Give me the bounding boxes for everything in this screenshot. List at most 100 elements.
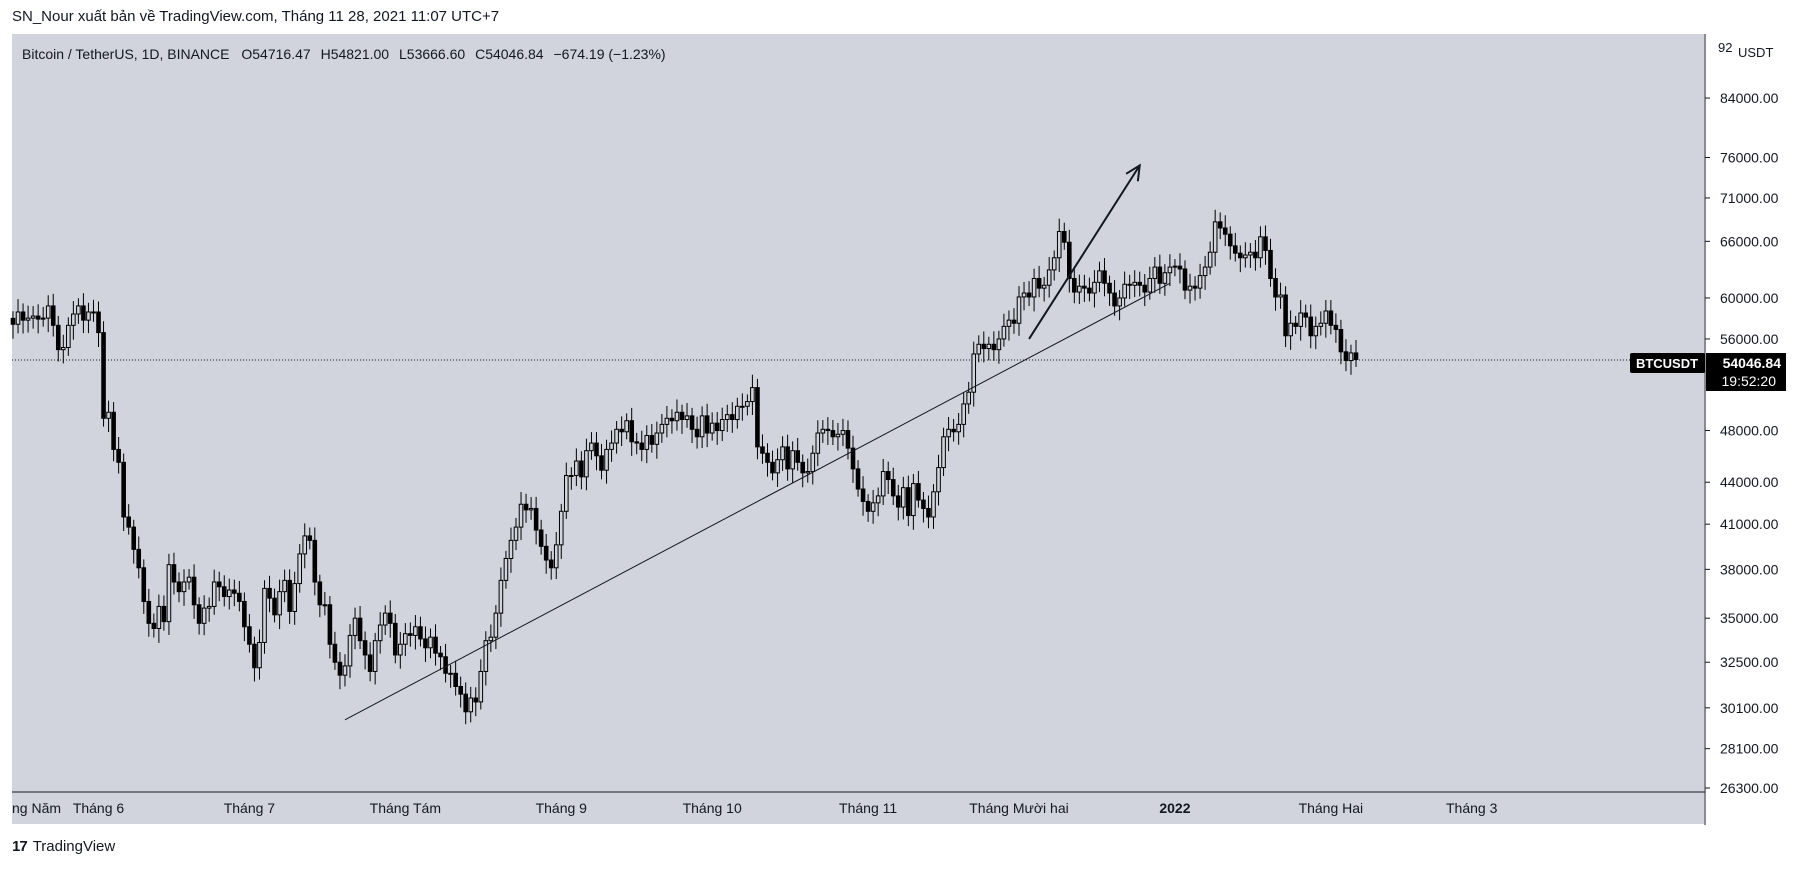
time-tick-label: Tháng 7 (224, 800, 276, 816)
candle-body (630, 421, 634, 442)
price-tick-label: 60000.00 (1720, 290, 1779, 306)
candle-body (1083, 286, 1087, 288)
candle-body (912, 484, 916, 516)
candle-body (117, 449, 121, 462)
candle-body (554, 545, 558, 568)
candle-body (1319, 323, 1323, 326)
candle-body (1314, 326, 1318, 335)
candle-body (127, 517, 131, 527)
ticker-label[interactable]: BTCUSDT (1630, 353, 1705, 373)
candle-body (700, 416, 704, 437)
candle-body (786, 447, 790, 469)
candle-body (1309, 317, 1313, 336)
candle-body (1228, 234, 1232, 246)
candle-body (318, 582, 322, 605)
candle-body (896, 496, 900, 507)
candle-body (233, 590, 237, 593)
candle-body (1178, 266, 1182, 269)
candle-body (977, 344, 981, 354)
price-axis[interactable]: 26300.00 28100.00 30100.00 32500.00 35000.00… (1705, 90, 1779, 796)
candle-body (821, 429, 825, 433)
candle-body (1088, 288, 1092, 293)
price-tick-label: 76000.00 (1720, 150, 1779, 166)
candle-body (720, 420, 724, 431)
candle-body (97, 312, 101, 333)
candle-body (368, 655, 372, 671)
time-tick-label: Tháng 3 (1446, 800, 1498, 816)
candle-body (182, 582, 186, 592)
tradingview-brand: TradingView (33, 838, 116, 855)
candle-body (801, 462, 805, 473)
price-tick-label: 26300.00 (1720, 780, 1779, 796)
candle-body (881, 472, 885, 496)
candle-body (982, 344, 986, 348)
candle-body (222, 587, 226, 597)
candle-body (811, 453, 815, 471)
candle-body (268, 588, 272, 598)
candle-body (1118, 298, 1122, 306)
candle-body (253, 644, 257, 668)
symbol-legend[interactable]: Bitcoin / TetherUS, 1D, BINANCE O54716.4… (22, 46, 666, 62)
candle-body (1279, 295, 1283, 297)
candle-body (992, 344, 996, 349)
candle-body (46, 306, 50, 318)
candle-body (1344, 352, 1348, 361)
plot-area[interactable] (12, 34, 1704, 824)
candle-body (1203, 267, 1207, 276)
candle-body (157, 606, 161, 628)
tradingview-footer[interactable]: 17 TradingView (12, 838, 115, 855)
candle-body (1062, 232, 1066, 243)
candle-body (937, 468, 941, 492)
time-tick-label: ng Năm (12, 800, 61, 816)
candle-body (414, 627, 418, 636)
candle-body (771, 462, 775, 473)
candle-body (1269, 250, 1273, 278)
price-tick-label: 66000.00 (1720, 233, 1779, 249)
candle-body (1304, 313, 1308, 317)
candle-body (449, 673, 453, 674)
candle-body (595, 443, 599, 456)
candle-body (806, 472, 810, 473)
time-tick-label: Tháng 9 (536, 800, 588, 816)
candle-body (31, 316, 35, 318)
candle-body (600, 456, 604, 470)
candle-body (187, 577, 191, 582)
candle-body (308, 536, 312, 540)
time-tick-label: Tháng Tám (370, 800, 441, 816)
candle-body (907, 488, 911, 516)
candle-body (620, 429, 624, 431)
candle-body (1128, 284, 1132, 285)
open-value: 54716.47 (252, 46, 311, 62)
candle-body (826, 429, 830, 430)
high-value: 54821.00 (331, 46, 390, 62)
last-price-label[interactable]: 54046.84 19:52:20 (1706, 353, 1786, 391)
candle-body (1239, 253, 1243, 258)
candle-body (137, 549, 141, 567)
candle-body (1042, 285, 1046, 288)
candle-body (539, 530, 543, 546)
candle-body (248, 627, 252, 644)
candle-body (313, 540, 317, 582)
candle-body (56, 325, 60, 349)
candle-body (751, 388, 755, 402)
candle-body (1274, 278, 1278, 296)
candle-body (464, 694, 468, 712)
candle-body (1052, 258, 1056, 270)
candle-body (238, 593, 242, 601)
candle-body (444, 657, 448, 674)
candle-body (610, 443, 614, 449)
candle-body (1299, 313, 1303, 326)
candle-body (690, 416, 694, 429)
candle-body (861, 489, 865, 501)
candle-body (549, 560, 553, 568)
price-tick-label: 41000.00 (1720, 516, 1779, 532)
candle-body (781, 447, 785, 460)
candle-body (796, 451, 800, 463)
candle-body (942, 437, 946, 468)
price-tick-label: 35000.00 (1720, 610, 1779, 626)
candle-body (1233, 246, 1237, 253)
candle-body (1017, 297, 1021, 323)
candle-body (393, 623, 397, 655)
candle-body (1264, 237, 1268, 251)
